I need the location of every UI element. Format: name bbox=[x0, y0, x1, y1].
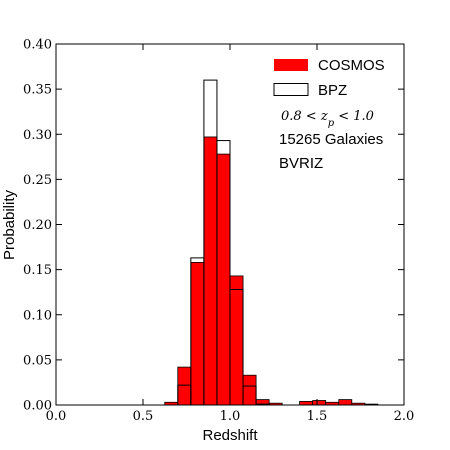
y-tick-label-6: 0.30 bbox=[23, 128, 52, 143]
x-tick-label-2: 1.0 bbox=[220, 409, 241, 424]
y-tick-label-2: 0.10 bbox=[23, 308, 52, 323]
annotation-filters: BVRIZ bbox=[279, 155, 323, 172]
y-tick-label-1: 0.05 bbox=[23, 353, 52, 368]
y-tick-label-8: 0.40 bbox=[23, 38, 52, 53]
cosmos-bar-3 bbox=[203, 136, 218, 406]
cosmos-bar-1 bbox=[177, 366, 192, 406]
cosmos-bar-9 bbox=[299, 400, 314, 406]
legend: COSMOS BPZ bbox=[273, 57, 385, 99]
cosmos-bar-5 bbox=[229, 275, 244, 406]
y-axis-title: Probability bbox=[1, 189, 18, 260]
x-tick-label-4: 2.0 bbox=[394, 409, 415, 424]
legend-swatch-cosmos bbox=[274, 59, 308, 71]
legend-swatch-bpz bbox=[273, 83, 309, 96]
y-tick-label-0: 0.00 bbox=[23, 399, 52, 414]
y-tick-label-7: 0.35 bbox=[23, 83, 52, 98]
y-tick-label-5: 0.25 bbox=[23, 173, 52, 188]
bars-layer bbox=[164, 79, 379, 406]
x-tick-label-3: 1.5 bbox=[307, 409, 328, 424]
cosmos-bar-6 bbox=[242, 374, 257, 406]
cosmos-bar-10 bbox=[312, 400, 327, 406]
y-tick-label-3: 0.15 bbox=[23, 263, 52, 278]
x-tick-label-1: 0.5 bbox=[133, 409, 154, 424]
ticks-layer: 0.0 0.5 1.0 1.5 2.0 0.00 0.05 0.10 0.15 0.20 0.25 0… bbox=[23, 38, 414, 425]
annotations: 0.8 < zp < 1.0 15265 Galaxies BVRIZ bbox=[279, 109, 383, 172]
cosmos-bar-12 bbox=[338, 399, 353, 406]
x-tick-label-0: 0.0 bbox=[46, 409, 67, 424]
annotation-redshift-range: 0.8 < zp < 1.0 bbox=[281, 109, 374, 129]
annotation-galaxy-count: 15265 Galaxies bbox=[279, 131, 383, 148]
y-tick-label-4: 0.20 bbox=[23, 218, 52, 233]
cosmos-bar-2 bbox=[190, 261, 205, 406]
x-axis-title: Redshift bbox=[202, 427, 258, 444]
cosmos-bar-4 bbox=[216, 153, 231, 406]
legend-label-bpz: BPZ bbox=[318, 82, 347, 99]
legend-label-cosmos: COSMOS bbox=[318, 57, 385, 74]
